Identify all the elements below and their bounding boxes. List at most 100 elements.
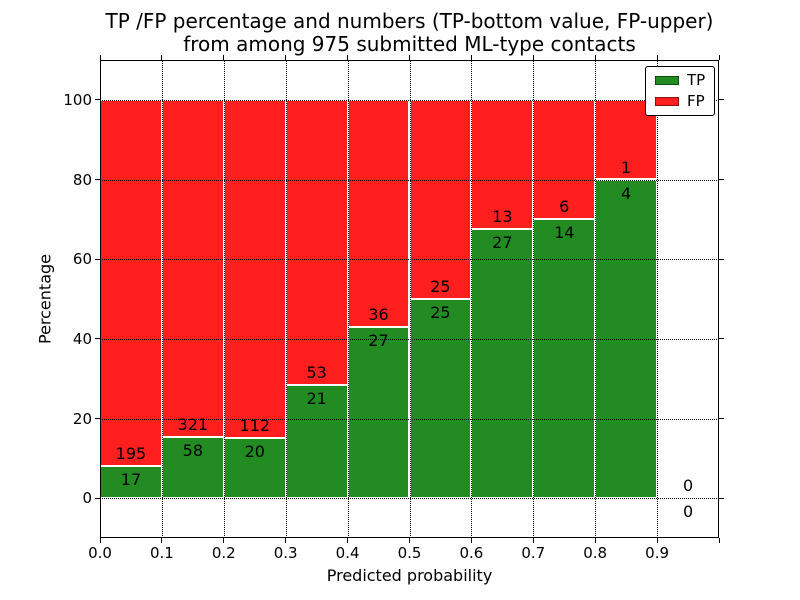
x-tick-top [718, 55, 720, 60]
tp-count-label: 27 [368, 331, 389, 351]
x-tick-label: 0.1 [149, 544, 174, 562]
x-tick [594, 538, 596, 543]
gridline-vertical [409, 60, 411, 538]
y-tick-label: 80 [72, 170, 92, 189]
x-tick [532, 538, 534, 543]
x-tick [99, 538, 101, 543]
x-tick [347, 538, 349, 543]
y-tick [95, 338, 100, 340]
chart-title-line1: TP /FP percentage and numbers (TP-bottom… [105, 9, 714, 33]
x-tick [161, 538, 163, 543]
fp-count-label: 321 [177, 415, 209, 435]
x-tick-label: 0.9 [645, 544, 670, 562]
plot-area: 195 17 321 58 112 20 53 21 36 27 25 25 13 27 6 14 1 4 0 0 0.… [63, 55, 724, 561]
x-tick [718, 538, 720, 543]
tp-count-label: 27 [492, 233, 513, 253]
bar-segment-tp [409, 299, 472, 499]
x-tick-label: 0.7 [521, 544, 546, 562]
bar-segment-tp [533, 219, 596, 499]
tp-count-label: 21 [306, 389, 327, 409]
fp-count-label: 0 [682, 476, 694, 496]
x-axis-label: Predicted probability [326, 566, 493, 585]
x-tick-top [656, 55, 658, 60]
bar-segment-fp [285, 99, 348, 386]
bar-segment-tp [161, 437, 224, 499]
y-tick-label: 60 [72, 250, 92, 269]
fp-count-label: 195 [115, 444, 147, 464]
fp-count-label: 1 [621, 157, 632, 177]
y-tick-label: 100 [63, 90, 92, 109]
gridline-vertical [161, 60, 163, 538]
y-tick-right [719, 418, 724, 419]
x-tick [285, 538, 287, 543]
gridline-vertical [533, 60, 535, 538]
y-tick-right [719, 338, 724, 340]
y-tick [95, 418, 100, 419]
x-tick [470, 538, 472, 543]
fp-count-label: 6 [559, 197, 570, 217]
x-tick [409, 538, 410, 543]
y-tick-right [719, 258, 724, 260]
x-tick-label: 0.2 [211, 544, 236, 562]
chart-title: TP /FP percentage and numbers (TP-bottom… [100, 10, 719, 56]
y-tick-right [719, 497, 724, 499]
bar-segment-tp [471, 229, 534, 499]
fp-count-label: 13 [492, 207, 513, 227]
x-tick-top [347, 55, 349, 60]
legend-entry-fp: FP [655, 94, 705, 109]
x-tick-label: 0.5 [397, 544, 422, 562]
bar-segment-tp [285, 385, 348, 499]
fp-count-label: 36 [368, 305, 389, 325]
tp-count-label: 4 [621, 183, 632, 203]
chart-title-line2: from among 975 submitted ML-type contact… [183, 32, 636, 56]
x-tick [223, 538, 225, 543]
legend-label-tp: TP [687, 71, 706, 89]
y-tick-right [719, 179, 724, 180]
y-tick-right [719, 99, 724, 101]
y-tick-label: 20 [72, 409, 92, 428]
legend-label-fp: FP [687, 92, 705, 110]
tp-count-label: 58 [182, 441, 204, 461]
gridline-vertical [595, 60, 597, 538]
x-tick-label: 0.6 [459, 544, 484, 562]
y-tick-label: 0 [82, 489, 92, 508]
gridline-vertical [285, 60, 287, 538]
tp-count-label: 14 [554, 223, 575, 243]
gridline-vertical [347, 60, 349, 538]
x-tick [656, 538, 658, 543]
legend-swatch-tp [655, 76, 679, 85]
x-tick-top [99, 55, 101, 60]
legend: TP FP [645, 66, 716, 116]
x-tick-label: 0.0 [88, 544, 112, 562]
fp-count-label: 112 [239, 415, 271, 435]
tp-count-label: 0 [682, 502, 694, 522]
bar-segment-fp [161, 99, 224, 438]
x-tick-label: 0.3 [273, 544, 298, 562]
x-tick-label: 0.4 [335, 544, 360, 562]
bar-segment-fp [100, 99, 162, 467]
x-tick-top [223, 55, 225, 60]
bar-segment-fp [347, 99, 410, 328]
y-tick [95, 99, 100, 101]
tp-count-label: 17 [120, 470, 142, 490]
x-tick-top [532, 55, 534, 60]
x-tick-label: 0.8 [583, 544, 608, 562]
y-tick [95, 258, 100, 260]
fp-count-label: 25 [430, 277, 451, 296]
gridline-vertical [657, 60, 659, 538]
bar-segment-fp [223, 99, 286, 438]
y-tick-label: 40 [72, 329, 92, 348]
x-tick-top [285, 55, 287, 60]
gridline-vertical [471, 60, 473, 538]
y-tick [95, 497, 100, 499]
bar-segment-fp [409, 99, 472, 299]
x-tick-top [409, 55, 410, 60]
y-tick [95, 179, 100, 180]
x-tick-top [594, 55, 596, 60]
legend-swatch-fp [655, 97, 679, 106]
bar-segment-tp [347, 327, 410, 499]
bar-segment-tp [100, 466, 162, 499]
x-tick-top [161, 55, 163, 60]
x-tick-top [470, 55, 472, 60]
